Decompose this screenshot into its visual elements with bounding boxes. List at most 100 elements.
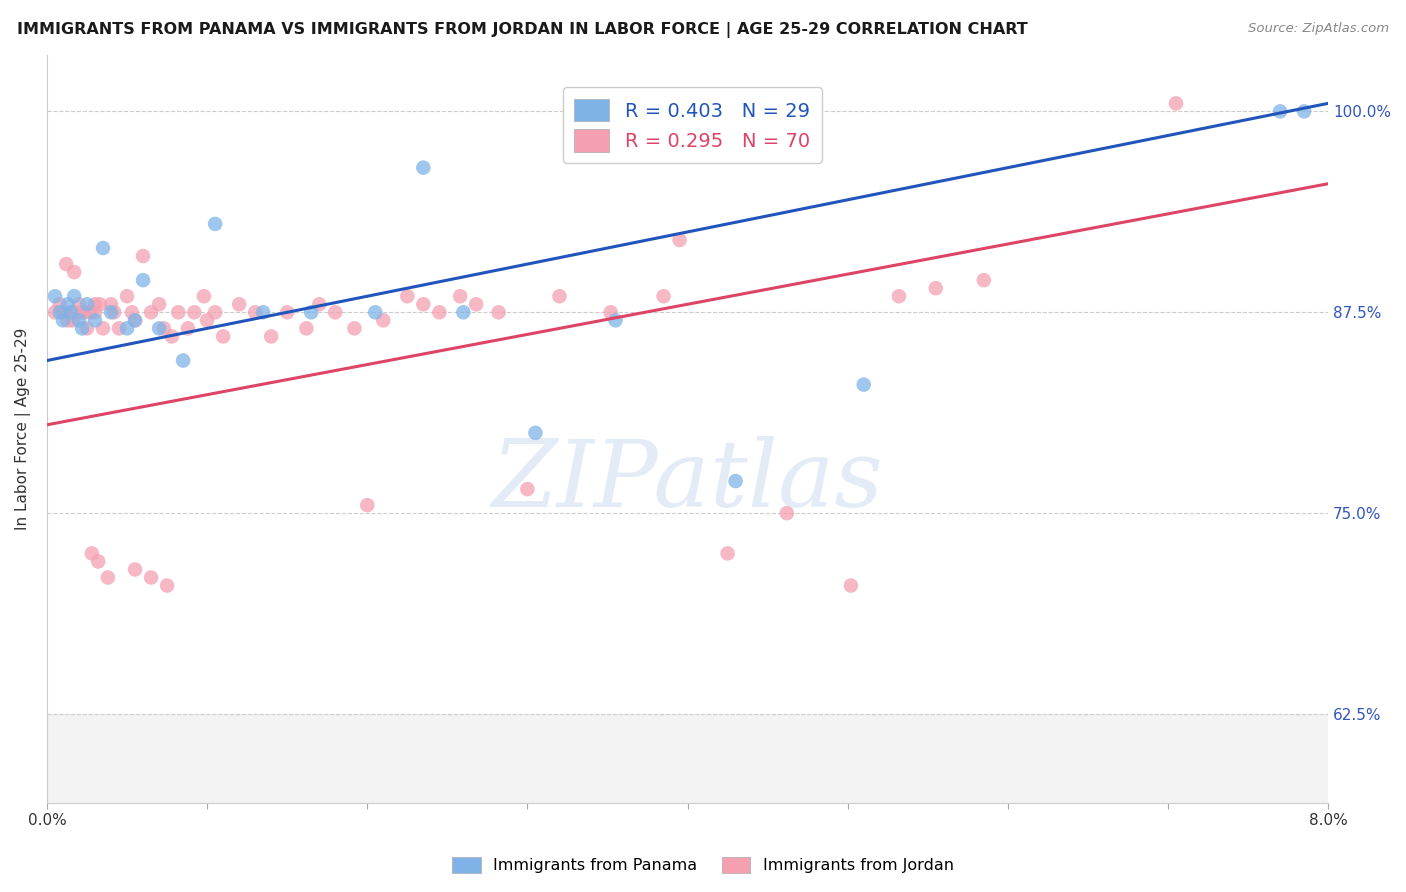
Point [652,289,675,303]
Legend: Immigrants from Panama, Immigrants from Jordan: Immigrants from Panama, Immigrants from … [446,850,960,880]
Point [52,305,75,319]
Point [62,313,84,327]
Legend: R = 0.403   N = 29, R = 0.295   N = 70: R = 0.403 N = 29, R = 0.295 N = 70 [562,87,821,163]
Point [70,321,93,335]
Point [108,321,131,335]
Point [52,313,75,327]
Point [343,321,366,335]
Point [1294,104,1316,119]
Point [89,297,111,311]
Point [44,289,66,303]
Point [132,273,155,287]
Point [115,289,138,303]
Point [103,305,125,319]
Point [524,425,547,440]
Point [973,273,995,287]
Point [76,321,98,335]
Point [299,305,322,319]
Point [84,297,107,311]
Point [465,297,488,311]
Point [84,313,107,327]
Point [204,217,226,231]
Point [516,482,538,496]
Point [172,353,194,368]
Point [177,321,200,335]
Point [84,305,107,319]
Point [76,297,98,311]
Point [80,546,103,560]
Point [204,305,226,319]
Bar [46,714,1329,803]
Point [49,297,72,311]
Point [925,281,948,295]
Point [599,305,621,319]
Point [59,305,82,319]
Point [148,297,170,311]
Point [55,257,77,271]
Point [49,305,72,319]
Point [453,305,475,319]
Point [356,498,378,512]
Point [193,289,215,303]
Point [295,321,318,335]
Point [73,305,96,319]
Point [548,289,571,303]
Point [91,321,114,335]
Point [396,289,419,303]
Point [228,297,250,311]
Point [668,233,690,247]
Point [63,265,86,279]
Point [839,578,862,592]
Point [97,570,120,584]
Point [87,554,110,568]
Point [63,289,86,303]
Point [212,329,235,343]
Point [153,321,176,335]
Point [44,305,66,319]
Point [167,305,190,319]
Point [364,305,387,319]
Point [724,474,747,488]
Point [183,305,205,319]
Point [373,313,395,327]
Point [243,305,266,319]
Text: Source: ZipAtlas.com: Source: ZipAtlas.com [1249,22,1389,36]
Point [59,305,82,319]
Point [412,297,434,311]
Point [1268,104,1291,119]
Point [852,377,875,392]
Point [776,506,799,520]
Text: IMMIGRANTS FROM PANAMA VS IMMIGRANTS FROM JORDAN IN LABOR FORCE | AGE 25-29 CORR: IMMIGRANTS FROM PANAMA VS IMMIGRANTS FRO… [17,22,1028,38]
Point [100,297,122,311]
Point [124,313,146,327]
Point [195,313,218,327]
Point [67,313,90,327]
Point [1164,96,1187,111]
Y-axis label: In Labor Force | Age 25-29: In Labor Force | Age 25-29 [15,327,31,530]
Point [124,562,146,576]
Point [308,297,330,311]
Point [65,305,87,319]
Point [56,313,79,327]
Point [124,313,146,327]
Point [115,321,138,335]
Point [121,305,143,319]
Point [56,297,79,311]
Point [260,329,283,343]
Text: ZIPatlas: ZIPatlas [492,436,883,526]
Point [427,305,450,319]
Point [887,289,910,303]
Point [67,297,90,311]
Point [252,305,274,319]
Point [70,305,93,319]
Point [488,305,510,319]
Point [449,289,471,303]
Point [716,546,738,560]
Point [100,305,122,319]
Point [132,249,155,263]
Point [605,313,627,327]
Point [156,578,179,592]
Point [323,305,346,319]
Point [148,321,170,335]
Point [79,305,101,319]
